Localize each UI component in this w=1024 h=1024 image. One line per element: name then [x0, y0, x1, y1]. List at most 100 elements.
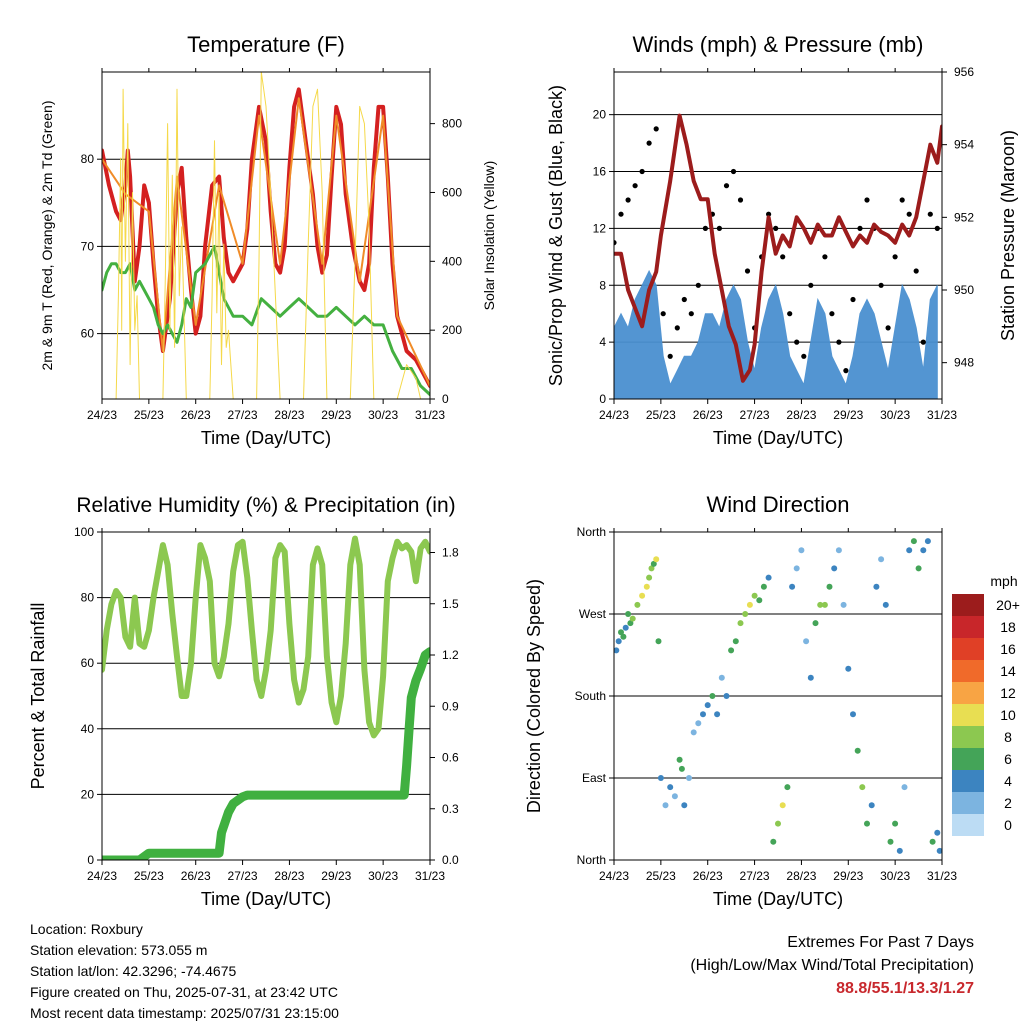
gust-point — [906, 211, 912, 217]
direction-point — [770, 838, 777, 845]
x-axis-label: Time (Day/UTC) — [713, 428, 843, 448]
gust-point — [688, 311, 694, 317]
gust-point — [850, 296, 856, 303]
x-tick-label: 31/23 — [927, 869, 957, 883]
gust-point — [639, 168, 645, 175]
direction-point — [892, 820, 899, 827]
x-tick-label: 31/23 — [415, 408, 445, 422]
gust-point — [794, 339, 800, 345]
x-tick-label: 26/23 — [181, 869, 211, 883]
y2-tick-label: 952 — [954, 210, 974, 224]
y-tick-label: 60 — [81, 327, 95, 341]
direction-point — [662, 802, 669, 809]
plot-area — [614, 113, 942, 399]
gust-point — [913, 268, 919, 274]
gust-point — [695, 282, 701, 288]
direction-point — [789, 583, 796, 590]
direction-point — [779, 802, 786, 809]
series-9m-t — [102, 97, 430, 387]
y-tick-label: 4 — [599, 335, 606, 349]
direction-point — [681, 802, 688, 809]
gust-point — [787, 311, 793, 317]
x-tick-label: 25/23 — [646, 408, 676, 422]
series-total-rainfall — [102, 647, 430, 860]
gust-point — [702, 225, 709, 231]
colorbar-title: mph — [990, 573, 1017, 589]
y2-tick-label: 948 — [954, 356, 974, 370]
colorbar-swatch — [952, 682, 984, 704]
y2-tick-label: 200 — [442, 323, 462, 337]
direction-point — [655, 638, 662, 645]
gust-point — [836, 339, 842, 345]
extremes-title: Extremes For Past 7 Days — [787, 934, 974, 951]
direction-point — [924, 538, 931, 545]
gust-point — [744, 268, 751, 274]
direction-point — [826, 583, 833, 590]
gust-point — [864, 197, 870, 203]
y-tick-label: 80 — [81, 591, 95, 605]
station-info: Location: Roxbury Station elevation: 573… — [30, 919, 339, 1024]
direction-point — [622, 624, 629, 631]
gust-point — [766, 211, 772, 217]
direction-point — [653, 556, 660, 563]
x-tick-label: 26/23 — [693, 869, 723, 883]
y-tick-label: East — [582, 771, 607, 785]
colorbar-label: 4 — [1004, 773, 1012, 789]
direction-point — [936, 847, 942, 854]
gust-point — [773, 225, 779, 231]
y2-tick-label: 0.6 — [442, 751, 459, 765]
y2-tick-label: 600 — [442, 185, 462, 199]
chart-title: Winds (mph) & Pressure (mb) — [633, 32, 924, 57]
plot-area — [102, 72, 430, 399]
y2-tick-label: 956 — [954, 65, 974, 79]
direction-point — [737, 620, 744, 627]
direction-point — [714, 711, 721, 718]
colorbar-label: 0 — [1004, 817, 1012, 833]
colorbar-swatch — [952, 638, 984, 660]
direction-point — [718, 674, 725, 681]
y2-tick-label: 400 — [442, 254, 462, 268]
x-tick-label: 28/23 — [786, 408, 816, 422]
direction-point — [775, 820, 781, 827]
gust-point — [737, 197, 744, 203]
gust-point — [681, 296, 687, 303]
plot-area — [102, 535, 430, 860]
direction-point — [686, 775, 692, 781]
direction-point — [667, 784, 674, 791]
y-tick-label: North — [577, 525, 606, 539]
direction-point — [906, 547, 913, 554]
series-2m-td — [102, 244, 430, 397]
x-tick-label: 28/23 — [274, 408, 304, 422]
direction-point — [821, 601, 828, 608]
gust-point — [857, 225, 863, 231]
colorbar-label: 12 — [1000, 685, 1016, 701]
gust-point — [808, 282, 814, 288]
gust-point — [625, 197, 631, 203]
direction-point — [864, 820, 870, 827]
x-axis-label: Time (Day/UTC) — [201, 428, 331, 448]
gust-point — [653, 126, 659, 132]
x-tick-label: 25/23 — [134, 408, 164, 422]
direction-point — [798, 547, 805, 554]
direction-point — [615, 638, 622, 645]
gust-point — [660, 311, 666, 317]
y2-tick-label: 1.8 — [442, 546, 459, 560]
gust-point — [632, 183, 638, 189]
y-axis-label: 2m & 9m T (Red, Orange) & 2m Td (Green) — [39, 101, 55, 371]
gust-point — [878, 282, 884, 288]
x-tick-label: 28/23 — [786, 869, 816, 883]
colorbar-label: 20+ — [996, 597, 1020, 613]
y2-tick-label: 0.3 — [442, 802, 459, 816]
gust-point — [885, 325, 891, 331]
plot-area — [614, 538, 942, 854]
gust-point — [674, 325, 680, 331]
direction-point — [887, 838, 894, 845]
y-tick-label: West — [579, 607, 607, 621]
direction-point — [614, 647, 620, 654]
direction-point — [620, 633, 627, 640]
direction-point — [915, 565, 922, 572]
colorbar-swatch — [952, 594, 984, 616]
station-latlon: Station lat/lon: 42.3296; -74.4675 — [30, 963, 237, 979]
direction-point — [742, 611, 749, 617]
